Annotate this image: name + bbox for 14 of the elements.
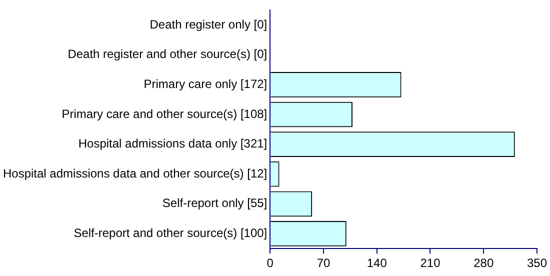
x-tick-label: 70	[316, 256, 330, 270]
y-tick-label: Primary care only [172]	[144, 77, 268, 92]
x-tick-label: 0	[266, 256, 274, 270]
x-tick-label: 140	[366, 256, 388, 270]
y-tick-label: Self-report and other source(s) [100]	[74, 226, 268, 240]
y-tick-label: Self-report only [55]	[162, 196, 268, 210]
y-tick-label: Primary care and other source(s) [108]	[62, 106, 268, 121]
x-tick-label: 210	[420, 256, 441, 270]
y-tick-label: Hospital admissions data and other source(s) [12]	[2, 166, 268, 180]
y-tick-label: Hospital admissions data only [321]	[78, 136, 268, 151]
x-tick-label: 280	[474, 256, 494, 270]
y-tick-label: Death register only [0]	[150, 17, 268, 32]
y-tick-label: Death register and other source(s) [0]	[68, 47, 268, 62]
x-tick-label: 350	[526, 256, 548, 270]
